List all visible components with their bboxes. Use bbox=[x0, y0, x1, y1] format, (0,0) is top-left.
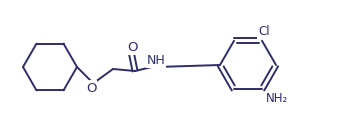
Text: O: O bbox=[127, 40, 137, 54]
Text: O: O bbox=[86, 81, 96, 95]
Text: NH₂: NH₂ bbox=[266, 92, 288, 105]
Text: Cl: Cl bbox=[258, 25, 270, 38]
Text: NH: NH bbox=[147, 54, 165, 66]
